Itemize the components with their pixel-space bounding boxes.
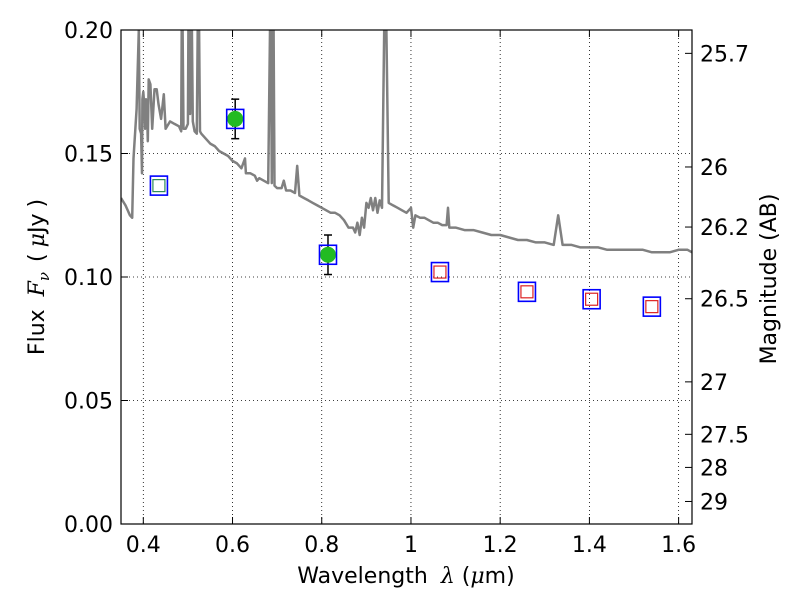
y-tick-label: 0.00: [64, 513, 113, 538]
y-tick-label: 0.15: [64, 143, 113, 168]
model-flux-square: [225, 108, 245, 130]
y-tick-label: 0.10: [64, 266, 113, 291]
x-tick-label: 0.6: [215, 533, 250, 558]
magnitude-tick-label: 25.7: [700, 42, 749, 67]
x-axis-ticks: 0.4 0.6 0.8 1 1.2 1.4 1.6: [126, 30, 696, 558]
magnitude-tick-label: 28: [700, 456, 728, 481]
y-axis-ticks: 0.00 0.05 0.10 0.15 0.20: [64, 19, 128, 538]
x-tick-label: 1.6: [661, 533, 696, 558]
x-tick-label: 1.4: [572, 533, 607, 558]
model-flux-square: [318, 244, 338, 266]
model-spectrum: [121, 30, 692, 254]
x-tick-label: 0.8: [304, 533, 339, 558]
band-marker: [433, 265, 447, 279]
band-marker: [585, 292, 599, 306]
magnitude-tick-label: 29: [700, 490, 728, 515]
plot-frame: [120, 29, 693, 525]
magnitude-tick-label: 27: [700, 371, 728, 396]
spectrum-line: [121, 30, 692, 254]
x-tick-label: 1: [404, 533, 418, 558]
magnitude-axis-ticks: 25.7 26 26.2 26.5 27 27.5 28 29: [685, 42, 749, 515]
band-marker: [520, 285, 534, 299]
magnitude-tick-label: 27.5: [700, 423, 749, 448]
model-flux-square: [430, 261, 450, 283]
grid-lines: [121, 29, 692, 525]
magnitude-tick-label: 26.5: [700, 288, 749, 313]
model-flux-square: [517, 281, 537, 303]
magnitude-axis-label: Magnitude (AB): [757, 194, 782, 365]
magnitude-tick-label: 26.2: [700, 216, 749, 241]
y-tick-label: 0.05: [64, 390, 113, 415]
x-tick-label: 1.2: [483, 533, 518, 558]
observed-flux-point: [319, 246, 336, 263]
photometry-markers: [149, 98, 662, 317]
observed-flux-point: [227, 110, 244, 127]
y-axis-label: Flux Fν(μJy): [25, 199, 53, 355]
y-tick-label: 0.20: [64, 19, 113, 44]
band-marker: [152, 179, 166, 193]
x-axis-label: Wavelength λ (μm): [297, 564, 514, 589]
magnitude-tick-label: 26: [700, 156, 728, 181]
band-marker: [645, 300, 659, 314]
model-flux-square: [642, 296, 662, 317]
x-tick-label: 0.4: [126, 533, 161, 558]
model-flux-square: [582, 288, 601, 310]
model-flux-square: [149, 175, 169, 196]
